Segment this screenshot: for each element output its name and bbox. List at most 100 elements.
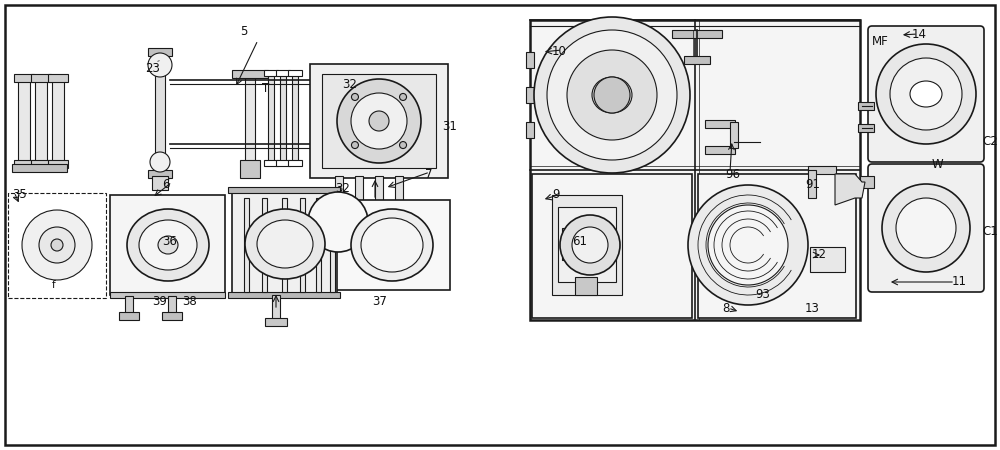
Bar <box>228 292 340 298</box>
Bar <box>280 74 286 162</box>
Circle shape <box>351 93 407 149</box>
Text: 10: 10 <box>552 45 567 58</box>
Text: 36: 36 <box>162 235 177 248</box>
Text: 14: 14 <box>912 28 927 41</box>
Text: 35: 35 <box>12 188 27 201</box>
FancyBboxPatch shape <box>868 26 984 162</box>
Bar <box>155 60 165 168</box>
Bar <box>31 74 51 82</box>
Bar <box>705 146 735 154</box>
Bar <box>808 166 836 174</box>
Text: 11: 11 <box>952 275 967 288</box>
Bar <box>148 48 172 56</box>
Bar <box>371 206 387 214</box>
Text: W: W <box>932 158 944 171</box>
Bar <box>552 195 622 295</box>
Bar <box>730 122 738 148</box>
Circle shape <box>150 152 170 172</box>
Ellipse shape <box>351 209 433 281</box>
Bar <box>110 195 225 295</box>
Bar <box>168 296 176 314</box>
Circle shape <box>882 184 970 272</box>
Circle shape <box>308 192 368 252</box>
Bar <box>571 54 583 66</box>
Bar <box>335 200 450 290</box>
Ellipse shape <box>257 220 313 268</box>
Ellipse shape <box>910 81 942 107</box>
Text: 91: 91 <box>805 178 820 191</box>
Circle shape <box>51 239 63 251</box>
Circle shape <box>688 185 808 305</box>
Bar <box>276 70 290 76</box>
Ellipse shape <box>139 220 197 270</box>
Bar <box>48 74 68 82</box>
Circle shape <box>351 142 358 148</box>
Bar <box>351 206 367 214</box>
Ellipse shape <box>158 236 178 254</box>
Bar <box>162 312 182 320</box>
Text: 31: 31 <box>442 120 457 133</box>
Bar <box>858 102 874 110</box>
Bar <box>526 122 534 138</box>
Bar <box>264 160 278 166</box>
Text: 7: 7 <box>425 168 432 181</box>
Bar <box>858 124 874 132</box>
Bar <box>232 193 337 295</box>
Bar <box>125 296 133 314</box>
Polygon shape <box>835 174 865 205</box>
Circle shape <box>369 111 389 131</box>
Text: T: T <box>262 82 269 95</box>
Bar <box>148 170 172 178</box>
Circle shape <box>547 30 677 160</box>
Circle shape <box>572 227 608 263</box>
Ellipse shape <box>361 218 423 272</box>
Bar <box>395 176 403 208</box>
Text: C1: C1 <box>982 225 998 238</box>
Circle shape <box>708 205 788 285</box>
Bar <box>262 198 267 292</box>
Bar <box>808 170 816 198</box>
Text: 8: 8 <box>722 302 729 315</box>
Bar <box>35 80 47 165</box>
Circle shape <box>148 53 172 77</box>
Circle shape <box>560 215 620 275</box>
Bar <box>52 80 64 165</box>
Bar <box>282 198 287 292</box>
Circle shape <box>39 227 75 263</box>
Text: 23: 23 <box>145 62 160 75</box>
Text: 96: 96 <box>725 168 740 181</box>
Bar <box>31 160 51 168</box>
Bar <box>391 206 407 214</box>
Text: 61: 61 <box>572 235 587 248</box>
Bar <box>288 160 302 166</box>
Text: 5: 5 <box>240 25 247 38</box>
Bar <box>562 228 570 260</box>
Text: C2: C2 <box>982 135 998 148</box>
Circle shape <box>22 210 92 280</box>
Bar <box>244 198 249 292</box>
Bar <box>300 198 305 292</box>
Ellipse shape <box>592 77 632 113</box>
Circle shape <box>896 198 956 258</box>
Text: 93: 93 <box>755 288 770 301</box>
Bar <box>292 74 298 162</box>
Text: 38: 38 <box>182 295 197 308</box>
Bar <box>335 176 343 208</box>
Circle shape <box>594 77 630 113</box>
Text: 13: 13 <box>805 302 820 315</box>
Bar <box>240 160 260 178</box>
Bar <box>526 87 534 103</box>
Bar <box>698 174 856 318</box>
Circle shape <box>890 58 962 130</box>
Text: 39: 39 <box>152 295 167 308</box>
Bar <box>860 176 874 188</box>
Bar <box>265 318 287 326</box>
Bar <box>672 30 722 38</box>
Text: f: f <box>52 280 56 290</box>
Bar <box>331 206 347 214</box>
Bar <box>14 160 34 168</box>
Bar <box>705 120 735 128</box>
Text: 37: 37 <box>372 295 387 308</box>
Circle shape <box>567 50 657 140</box>
FancyBboxPatch shape <box>868 164 984 292</box>
